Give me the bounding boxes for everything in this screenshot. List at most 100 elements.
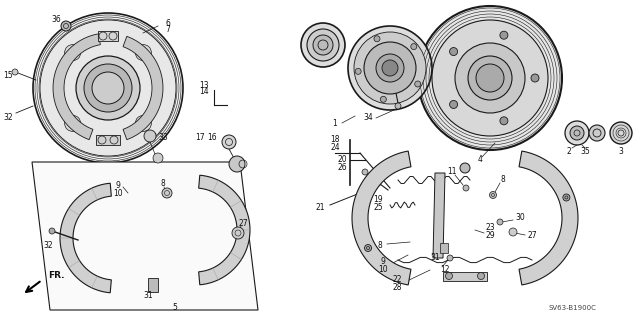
Circle shape: [362, 169, 368, 175]
Text: 8: 8: [378, 241, 382, 249]
Circle shape: [432, 20, 548, 136]
Text: 27: 27: [527, 231, 537, 240]
Text: 6: 6: [166, 19, 170, 27]
Circle shape: [348, 26, 432, 110]
Circle shape: [232, 227, 244, 239]
Polygon shape: [60, 183, 111, 293]
Bar: [148, 278, 158, 292]
Circle shape: [76, 56, 140, 120]
Circle shape: [477, 272, 484, 279]
Text: 8: 8: [161, 179, 165, 188]
Bar: [96, 135, 120, 145]
Circle shape: [65, 115, 81, 131]
Text: 2: 2: [566, 146, 572, 155]
Circle shape: [365, 244, 372, 251]
Text: 16: 16: [207, 132, 217, 142]
Text: 1: 1: [333, 118, 337, 128]
Text: SV63-B1900C: SV63-B1900C: [548, 305, 596, 311]
Text: 28: 28: [392, 284, 402, 293]
Text: 22: 22: [392, 276, 402, 285]
Polygon shape: [519, 151, 578, 285]
Circle shape: [92, 72, 124, 104]
Text: 23: 23: [485, 224, 495, 233]
Text: 31: 31: [143, 291, 153, 300]
Text: 26: 26: [337, 162, 347, 172]
Text: 34: 34: [363, 114, 373, 122]
Circle shape: [229, 156, 245, 172]
Polygon shape: [32, 162, 258, 310]
Text: 35: 35: [580, 146, 590, 155]
Text: 32: 32: [43, 241, 53, 249]
Circle shape: [460, 163, 470, 173]
Circle shape: [415, 81, 420, 87]
Circle shape: [497, 219, 503, 225]
Text: 14: 14: [199, 86, 209, 95]
Text: 31: 31: [430, 254, 440, 263]
Circle shape: [135, 115, 151, 131]
Circle shape: [565, 121, 589, 145]
Text: 32: 32: [3, 114, 13, 122]
Bar: [440, 243, 448, 253]
Text: 30: 30: [515, 213, 525, 222]
Circle shape: [162, 188, 172, 198]
Circle shape: [589, 125, 605, 141]
Circle shape: [354, 32, 426, 104]
Circle shape: [411, 44, 417, 49]
Text: 33: 33: [158, 133, 168, 143]
Text: 29: 29: [485, 232, 495, 241]
Circle shape: [355, 68, 361, 74]
Circle shape: [380, 96, 387, 102]
Circle shape: [301, 23, 345, 67]
Circle shape: [476, 64, 504, 92]
Circle shape: [447, 255, 453, 261]
Circle shape: [490, 191, 497, 198]
Text: 10: 10: [113, 189, 123, 197]
Text: 4: 4: [477, 155, 483, 165]
Text: 36: 36: [51, 16, 61, 25]
Circle shape: [463, 185, 469, 191]
Text: 27: 27: [238, 219, 248, 227]
Circle shape: [364, 42, 416, 94]
Text: 5: 5: [173, 303, 177, 313]
Circle shape: [449, 100, 458, 108]
Text: 20: 20: [337, 155, 347, 165]
Circle shape: [49, 228, 55, 234]
Circle shape: [531, 74, 539, 82]
Circle shape: [445, 272, 452, 279]
Text: 12: 12: [440, 265, 450, 275]
Text: 8: 8: [500, 175, 506, 184]
Text: 25: 25: [373, 203, 383, 211]
Circle shape: [563, 194, 570, 201]
Polygon shape: [198, 175, 250, 285]
Circle shape: [374, 36, 380, 42]
Circle shape: [84, 64, 132, 112]
Text: 15: 15: [3, 71, 13, 80]
Bar: [98, 31, 118, 41]
Polygon shape: [352, 151, 411, 285]
Text: 7: 7: [166, 26, 170, 34]
Circle shape: [395, 103, 401, 109]
Text: 10: 10: [378, 265, 388, 275]
Circle shape: [610, 122, 632, 144]
Circle shape: [455, 43, 525, 113]
Text: 3: 3: [619, 146, 623, 155]
Text: 13: 13: [199, 80, 209, 90]
Text: 24: 24: [330, 143, 340, 152]
Circle shape: [61, 21, 71, 31]
Circle shape: [65, 45, 81, 61]
Circle shape: [33, 13, 183, 163]
Circle shape: [135, 45, 151, 61]
Circle shape: [376, 54, 404, 82]
Circle shape: [313, 35, 333, 55]
Circle shape: [500, 31, 508, 39]
Circle shape: [509, 228, 517, 236]
Text: 11: 11: [447, 167, 457, 176]
Circle shape: [307, 29, 339, 61]
Text: 9: 9: [381, 257, 385, 266]
Text: 19: 19: [373, 196, 383, 204]
Polygon shape: [53, 34, 100, 140]
Circle shape: [40, 20, 176, 156]
Circle shape: [153, 153, 163, 163]
Circle shape: [222, 135, 236, 149]
Circle shape: [382, 60, 398, 76]
